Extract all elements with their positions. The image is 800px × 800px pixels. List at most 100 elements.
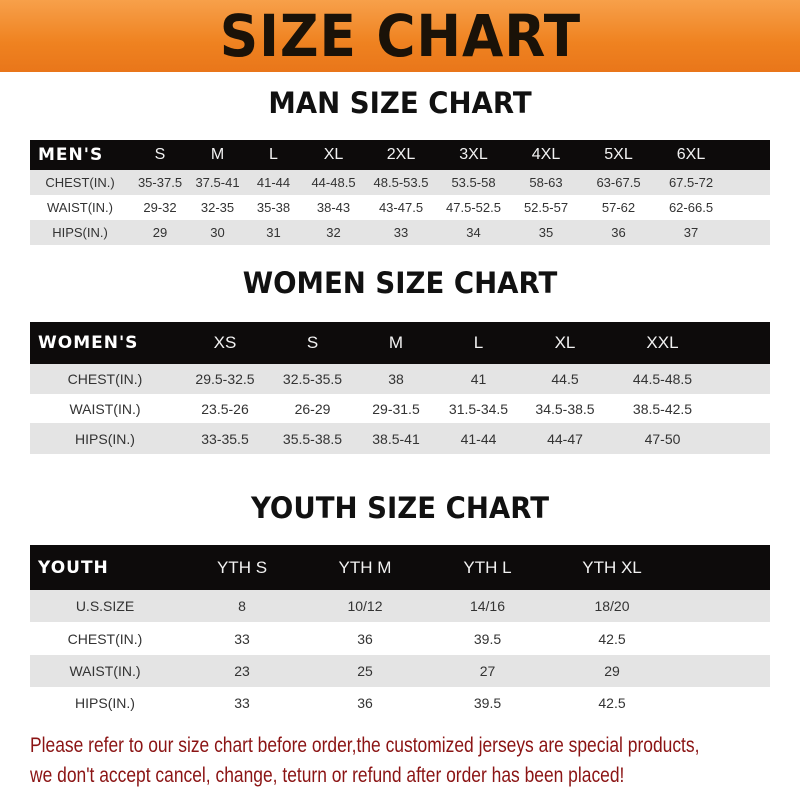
table-cell xyxy=(727,220,770,245)
table-row: U.S.SIZE 8 10/12 14/16 18/20 xyxy=(30,590,770,622)
table-title-cell: WOMEN'S xyxy=(30,322,180,364)
table-cell: 27 xyxy=(426,655,549,687)
size-header-cell: 3XL xyxy=(437,140,510,170)
table-cell: 41-44 xyxy=(245,170,302,195)
table-cell: 33 xyxy=(180,622,304,655)
table-cell xyxy=(715,394,770,423)
table-cell: 34.5-38.5 xyxy=(520,394,610,423)
notice-line-2: we don't accept cancel, change, teturn o… xyxy=(30,764,625,787)
table-cell: 33 xyxy=(180,687,304,718)
table-cell: 33 xyxy=(365,220,437,245)
header-row: WOMEN'S XS S M L XL XXL xyxy=(30,322,770,364)
table-cell xyxy=(715,423,770,454)
table-cell: 42.5 xyxy=(549,622,675,655)
size-header-cell: XL xyxy=(520,322,610,364)
table-cell xyxy=(675,590,770,622)
table-cell: 39.5 xyxy=(426,687,549,718)
size-header-cell xyxy=(675,545,770,590)
table-cell: 10/12 xyxy=(304,590,426,622)
size-header-cell: 5XL xyxy=(582,140,655,170)
table-cell: 32.5-35.5 xyxy=(270,364,355,394)
table-cell: 29-31.5 xyxy=(355,394,437,423)
table-cell: 33-35.5 xyxy=(180,423,270,454)
measure-label: U.S.SIZE xyxy=(30,590,180,622)
page-title: SIZE CHART xyxy=(219,2,581,70)
table-cell: 30 xyxy=(190,220,245,245)
measure-label: HIPS(IN.) xyxy=(30,687,180,718)
size-header-cell: XXL xyxy=(610,322,715,364)
size-chart-banner: SIZE CHART xyxy=(0,0,800,72)
men-section-title: MAN SIZE CHART xyxy=(268,86,532,120)
men-size-table: MEN'S S M L XL 2XL 3XL 4XL 5XL 6XL CHEST(IN.) 35-37… xyxy=(30,140,770,245)
table-cell: 36 xyxy=(304,687,426,718)
size-header-cell: L xyxy=(437,322,520,364)
measure-label: WAIST(IN.) xyxy=(30,195,130,220)
table-cell: 41 xyxy=(437,364,520,394)
size-header-cell: YTH S xyxy=(180,545,304,590)
table-cell: 29 xyxy=(130,220,190,245)
measure-label: WAIST(IN.) xyxy=(30,394,180,423)
table-cell: 38.5-41 xyxy=(355,423,437,454)
table-cell: 8 xyxy=(180,590,304,622)
table-row: CHEST(IN.) 35-37.5 37.5-41 41-44 44-48.5 48.5… xyxy=(30,170,770,195)
table-cell: 43-47.5 xyxy=(365,195,437,220)
size-header-cell: YTH L xyxy=(426,545,549,590)
size-header-cell: XL xyxy=(302,140,365,170)
size-header-cell: M xyxy=(190,140,245,170)
table-cell: 35.5-38.5 xyxy=(270,423,355,454)
table-cell: 18/20 xyxy=(549,590,675,622)
table-row: HIPS(IN.) 33 36 39.5 42.5 xyxy=(30,687,770,718)
table-cell: 25 xyxy=(304,655,426,687)
table-cell: 52.5-57 xyxy=(510,195,582,220)
table-row: WAIST(IN.) 23.5-26 26-29 29-31.5 31.5-34.5 34… xyxy=(30,394,770,423)
table-cell: 53.5-58 xyxy=(437,170,510,195)
size-header-cell: S xyxy=(270,322,355,364)
size-header-cell: XS xyxy=(180,322,270,364)
header-row: MEN'S S M L XL 2XL 3XL 4XL 5XL 6XL xyxy=(30,140,770,170)
table-cell: 44-48.5 xyxy=(302,170,365,195)
measure-label: CHEST(IN.) xyxy=(30,170,130,195)
table-cell: 34 xyxy=(437,220,510,245)
table-cell: 48.5-53.5 xyxy=(365,170,437,195)
table-cell: 47.5-52.5 xyxy=(437,195,510,220)
table-cell: 26-29 xyxy=(270,394,355,423)
table-cell: 31 xyxy=(245,220,302,245)
table-cell: 36 xyxy=(304,622,426,655)
table-cell: 47-50 xyxy=(610,423,715,454)
table-cell: 29-32 xyxy=(130,195,190,220)
size-header-cell: S xyxy=(130,140,190,170)
table-cell: 67.5-72 xyxy=(655,170,727,195)
table-cell: 38 xyxy=(355,364,437,394)
table-cell: 23.5-26 xyxy=(180,394,270,423)
table-cell xyxy=(727,195,770,220)
youth-size-table: YOUTH YTH S YTH M YTH L YTH XL U.S.SIZE 8 10/12… xyxy=(30,545,770,718)
table-cell: 44-47 xyxy=(520,423,610,454)
notice-line-1: Please refer to our size chart before or… xyxy=(30,734,700,757)
table-cell: 63-67.5 xyxy=(582,170,655,195)
size-header-cell: L xyxy=(245,140,302,170)
table-cell xyxy=(727,170,770,195)
table-cell: 23 xyxy=(180,655,304,687)
measure-label: CHEST(IN.) xyxy=(30,622,180,655)
table-cell: 35-37.5 xyxy=(130,170,190,195)
measure-label: HIPS(IN.) xyxy=(30,220,130,245)
table-cell: 62-66.5 xyxy=(655,195,727,220)
measure-label: CHEST(IN.) xyxy=(30,364,180,394)
table-row: HIPS(IN.) 29 30 31 32 33 34 35 36 37 xyxy=(30,220,770,245)
table-title-cell: MEN'S xyxy=(30,140,130,170)
table-cell: 35 xyxy=(510,220,582,245)
size-header-cell: M xyxy=(355,322,437,364)
table-row: HIPS(IN.) 33-35.5 35.5-38.5 38.5-41 41-44 44-… xyxy=(30,423,770,454)
table-cell xyxy=(675,687,770,718)
measure-label: HIPS(IN.) xyxy=(30,423,180,454)
table-cell: 29 xyxy=(549,655,675,687)
table-cell xyxy=(715,364,770,394)
table-title-cell: YOUTH xyxy=(30,545,180,590)
table-cell: 42.5 xyxy=(549,687,675,718)
table-cell: 37 xyxy=(655,220,727,245)
table-cell: 44.5-48.5 xyxy=(610,364,715,394)
size-header-cell: 2XL xyxy=(365,140,437,170)
table-cell: 31.5-34.5 xyxy=(437,394,520,423)
size-header-cell: YTH M xyxy=(304,545,426,590)
table-cell: 14/16 xyxy=(426,590,549,622)
